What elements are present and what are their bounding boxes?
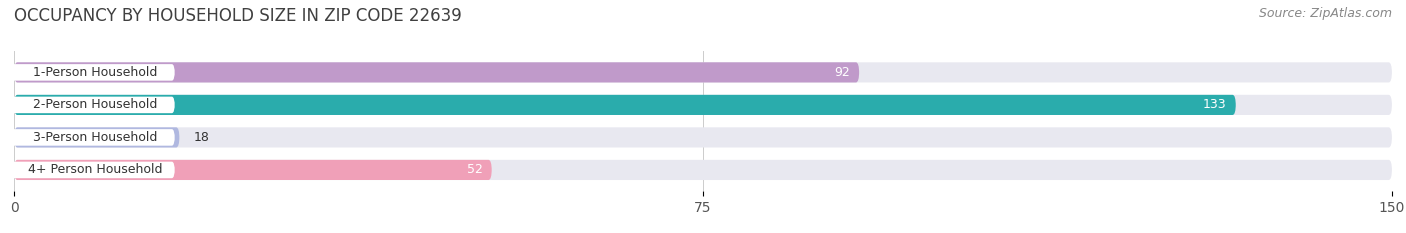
Text: 133: 133 xyxy=(1204,98,1226,111)
FancyBboxPatch shape xyxy=(14,127,180,147)
FancyBboxPatch shape xyxy=(14,95,1392,115)
FancyBboxPatch shape xyxy=(10,162,174,178)
FancyBboxPatch shape xyxy=(10,97,174,113)
Text: 1-Person Household: 1-Person Household xyxy=(32,66,157,79)
FancyBboxPatch shape xyxy=(14,160,1392,180)
Text: 2-Person Household: 2-Person Household xyxy=(32,98,157,111)
Text: 52: 52 xyxy=(467,163,482,176)
Text: 4+ Person Household: 4+ Person Household xyxy=(28,163,162,176)
FancyBboxPatch shape xyxy=(14,62,1392,82)
FancyBboxPatch shape xyxy=(10,129,174,146)
FancyBboxPatch shape xyxy=(14,127,1392,147)
FancyBboxPatch shape xyxy=(14,160,492,180)
Text: 3-Person Household: 3-Person Household xyxy=(32,131,157,144)
Text: 92: 92 xyxy=(834,66,851,79)
FancyBboxPatch shape xyxy=(14,62,859,82)
Text: 18: 18 xyxy=(193,131,209,144)
FancyBboxPatch shape xyxy=(14,95,1236,115)
Text: OCCUPANCY BY HOUSEHOLD SIZE IN ZIP CODE 22639: OCCUPANCY BY HOUSEHOLD SIZE IN ZIP CODE … xyxy=(14,7,461,25)
FancyBboxPatch shape xyxy=(10,64,174,81)
Text: Source: ZipAtlas.com: Source: ZipAtlas.com xyxy=(1258,7,1392,20)
